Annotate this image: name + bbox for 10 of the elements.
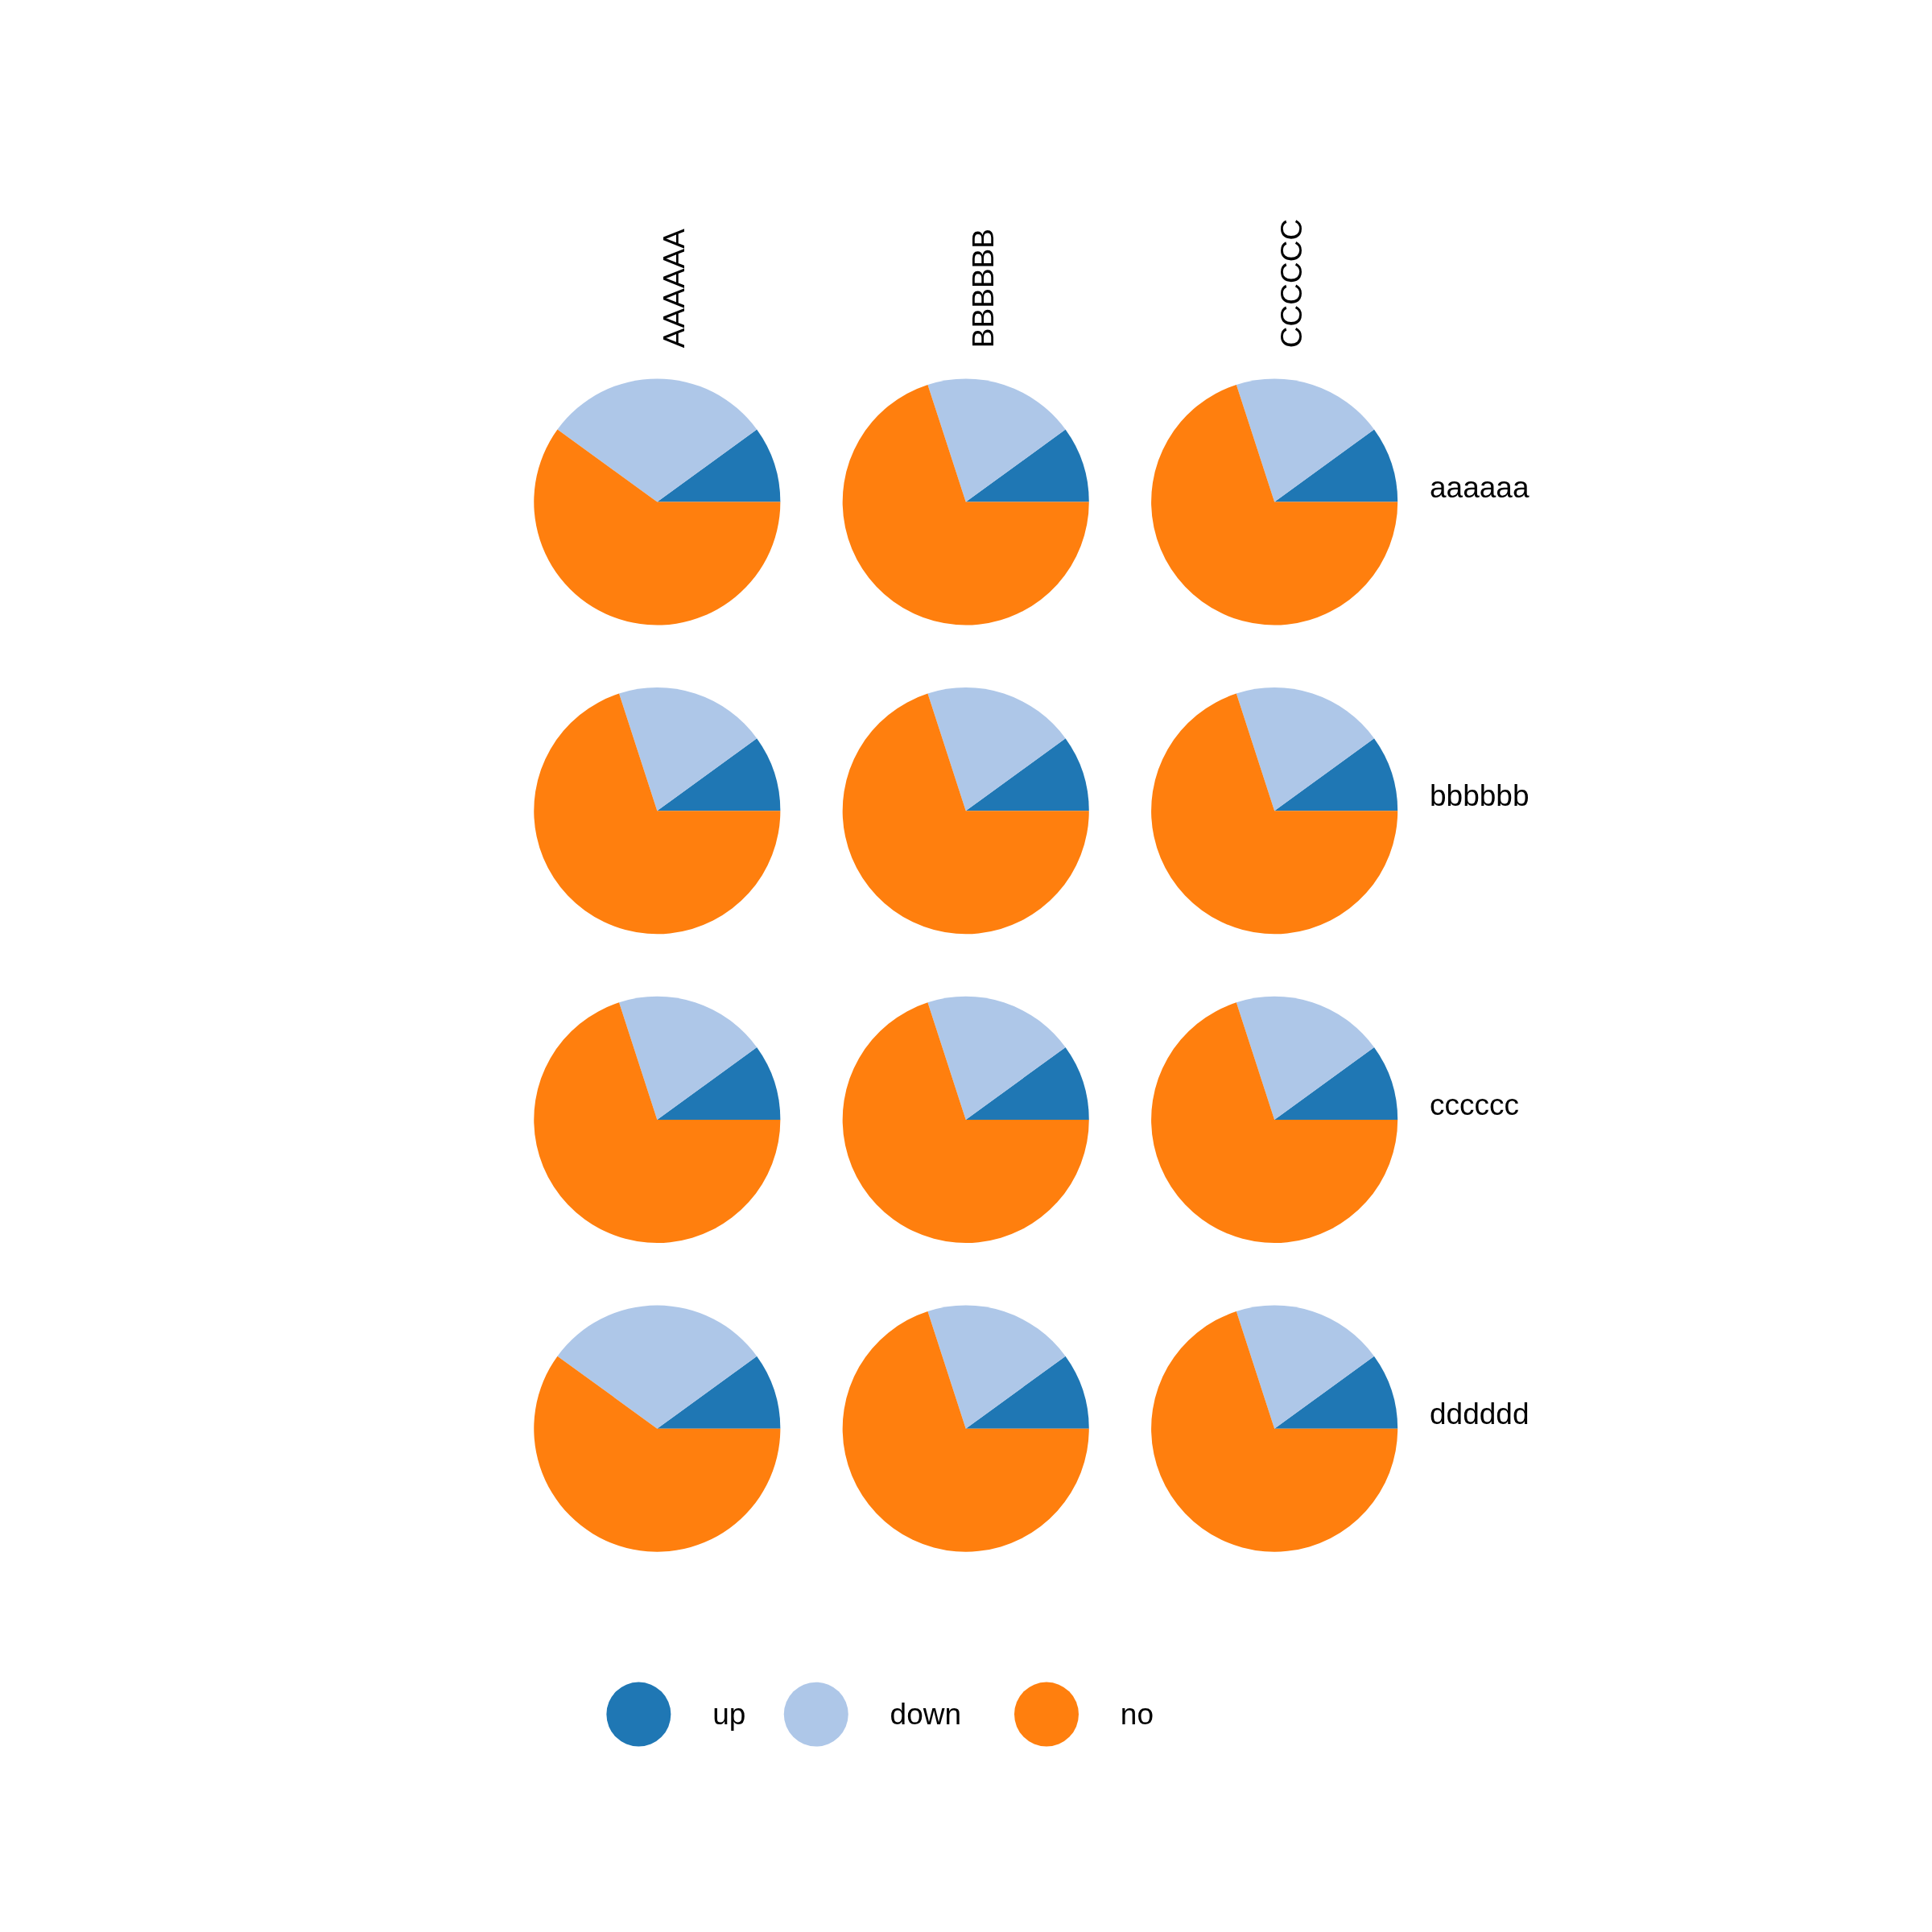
- legend-label: down: [890, 1698, 962, 1732]
- chart-title: CCCCCC: [1275, 218, 1309, 349]
- legend-label: no: [1120, 1698, 1154, 1732]
- text: dddddd: [1430, 1397, 1530, 1430]
- chart-title: AAAAAA: [658, 228, 691, 349]
- text: bbbbbb: [1430, 779, 1530, 813]
- text: cccccc: [1430, 1088, 1520, 1122]
- legend-label: up: [712, 1698, 746, 1732]
- chart-title: BBBBBB: [966, 229, 1000, 349]
- text: aaaaaa: [1430, 470, 1530, 504]
